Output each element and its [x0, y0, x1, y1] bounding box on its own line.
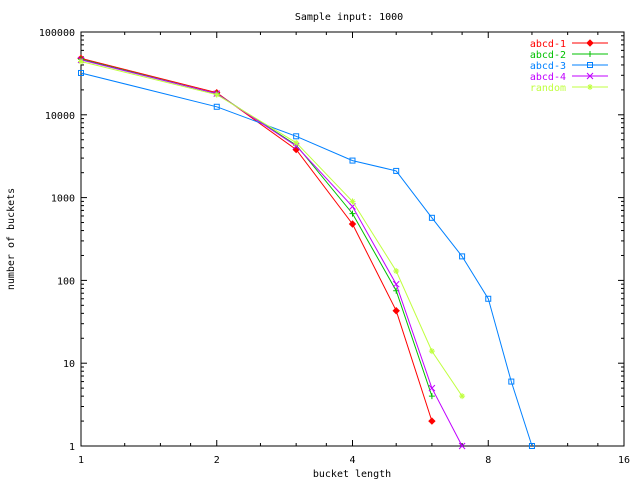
data-point-square	[485, 295, 492, 302]
y-tick-label: 1000	[51, 194, 75, 205]
data-point-star	[393, 267, 400, 274]
data-point-square	[428, 214, 435, 221]
legend-entry-abcd-2: abcd-2	[530, 50, 608, 61]
legend-entry-abcd-3: abcd-3	[530, 61, 608, 72]
data-point-square	[293, 133, 300, 140]
series-abcd-2	[78, 56, 435, 400]
legend-entry-abcd-4: abcd-4	[530, 72, 608, 83]
y-tick-label: 100	[57, 276, 75, 287]
series-line-abcd-4	[80, 59, 463, 447]
x-axis-label: bucket length	[313, 469, 391, 480]
chart-title: Sample input: 1000	[295, 12, 403, 23]
y-axis-label: number of buckets	[6, 188, 17, 290]
y-tick-label: 10	[63, 359, 75, 370]
legend-label: abcd-3	[530, 61, 566, 72]
data-point-square	[78, 69, 84, 76]
series-layer	[77, 54, 535, 450]
data-point-plus	[428, 393, 435, 400]
data-point-x	[458, 442, 466, 450]
data-point-x	[428, 384, 436, 392]
series-line-abcd-3	[80, 72, 533, 447]
data-point-x	[392, 280, 400, 288]
data-point-diamond	[392, 307, 400, 315]
data-point-square	[587, 62, 593, 68]
x-tick-label: 2	[214, 455, 220, 466]
data-point-square	[508, 378, 515, 385]
data-point-square	[393, 167, 400, 174]
axis-ticks: 1 10 100 1000 10000 100000 1 2 4 8 16	[39, 28, 630, 466]
data-point-square	[528, 443, 535, 449]
data-point-x	[586, 72, 594, 80]
data-point-diamond	[586, 39, 594, 47]
x-tick-label: 8	[485, 455, 491, 466]
data-point-plus	[349, 210, 356, 217]
series-abcd-1	[77, 54, 436, 425]
legend-entry-random: random	[530, 83, 608, 94]
data-point-star	[213, 91, 220, 98]
plot-frame	[80, 31, 625, 447]
series-abcd-3	[78, 69, 535, 449]
y-tick-label: 1	[69, 442, 75, 453]
legend-label: abcd-4	[530, 72, 566, 83]
series-line-random	[80, 61, 463, 397]
series-abcd-4	[77, 56, 466, 450]
data-point-square	[349, 157, 356, 164]
data-point-plus	[587, 51, 593, 57]
x-tick-label: 1	[78, 455, 84, 466]
y-tick-label: 100000	[39, 28, 75, 39]
data-point-star	[428, 348, 435, 355]
legend-label: abcd-2	[530, 50, 566, 61]
data-point-star	[459, 393, 466, 400]
series-random	[78, 58, 466, 400]
y-tick-label: 10000	[45, 111, 75, 122]
data-point-star	[293, 139, 300, 146]
series-line-abcd-1	[80, 57, 433, 422]
data-point-square	[213, 103, 220, 110]
legend-label: abcd-1	[530, 39, 566, 50]
data-point-diamond	[428, 417, 436, 425]
x-tick-label: 16	[618, 455, 630, 466]
legend-label: random	[530, 83, 566, 94]
data-point-star	[587, 84, 593, 90]
data-point-x	[292, 142, 300, 150]
x-tick-label: 4	[349, 455, 355, 466]
data-point-square	[459, 253, 466, 260]
legend-entry-abcd-1: abcd-1	[530, 39, 608, 50]
data-point-star	[349, 198, 356, 205]
data-point-star	[78, 58, 84, 65]
data-point-diamond	[348, 220, 357, 228]
series-line-abcd-2	[80, 58, 433, 397]
